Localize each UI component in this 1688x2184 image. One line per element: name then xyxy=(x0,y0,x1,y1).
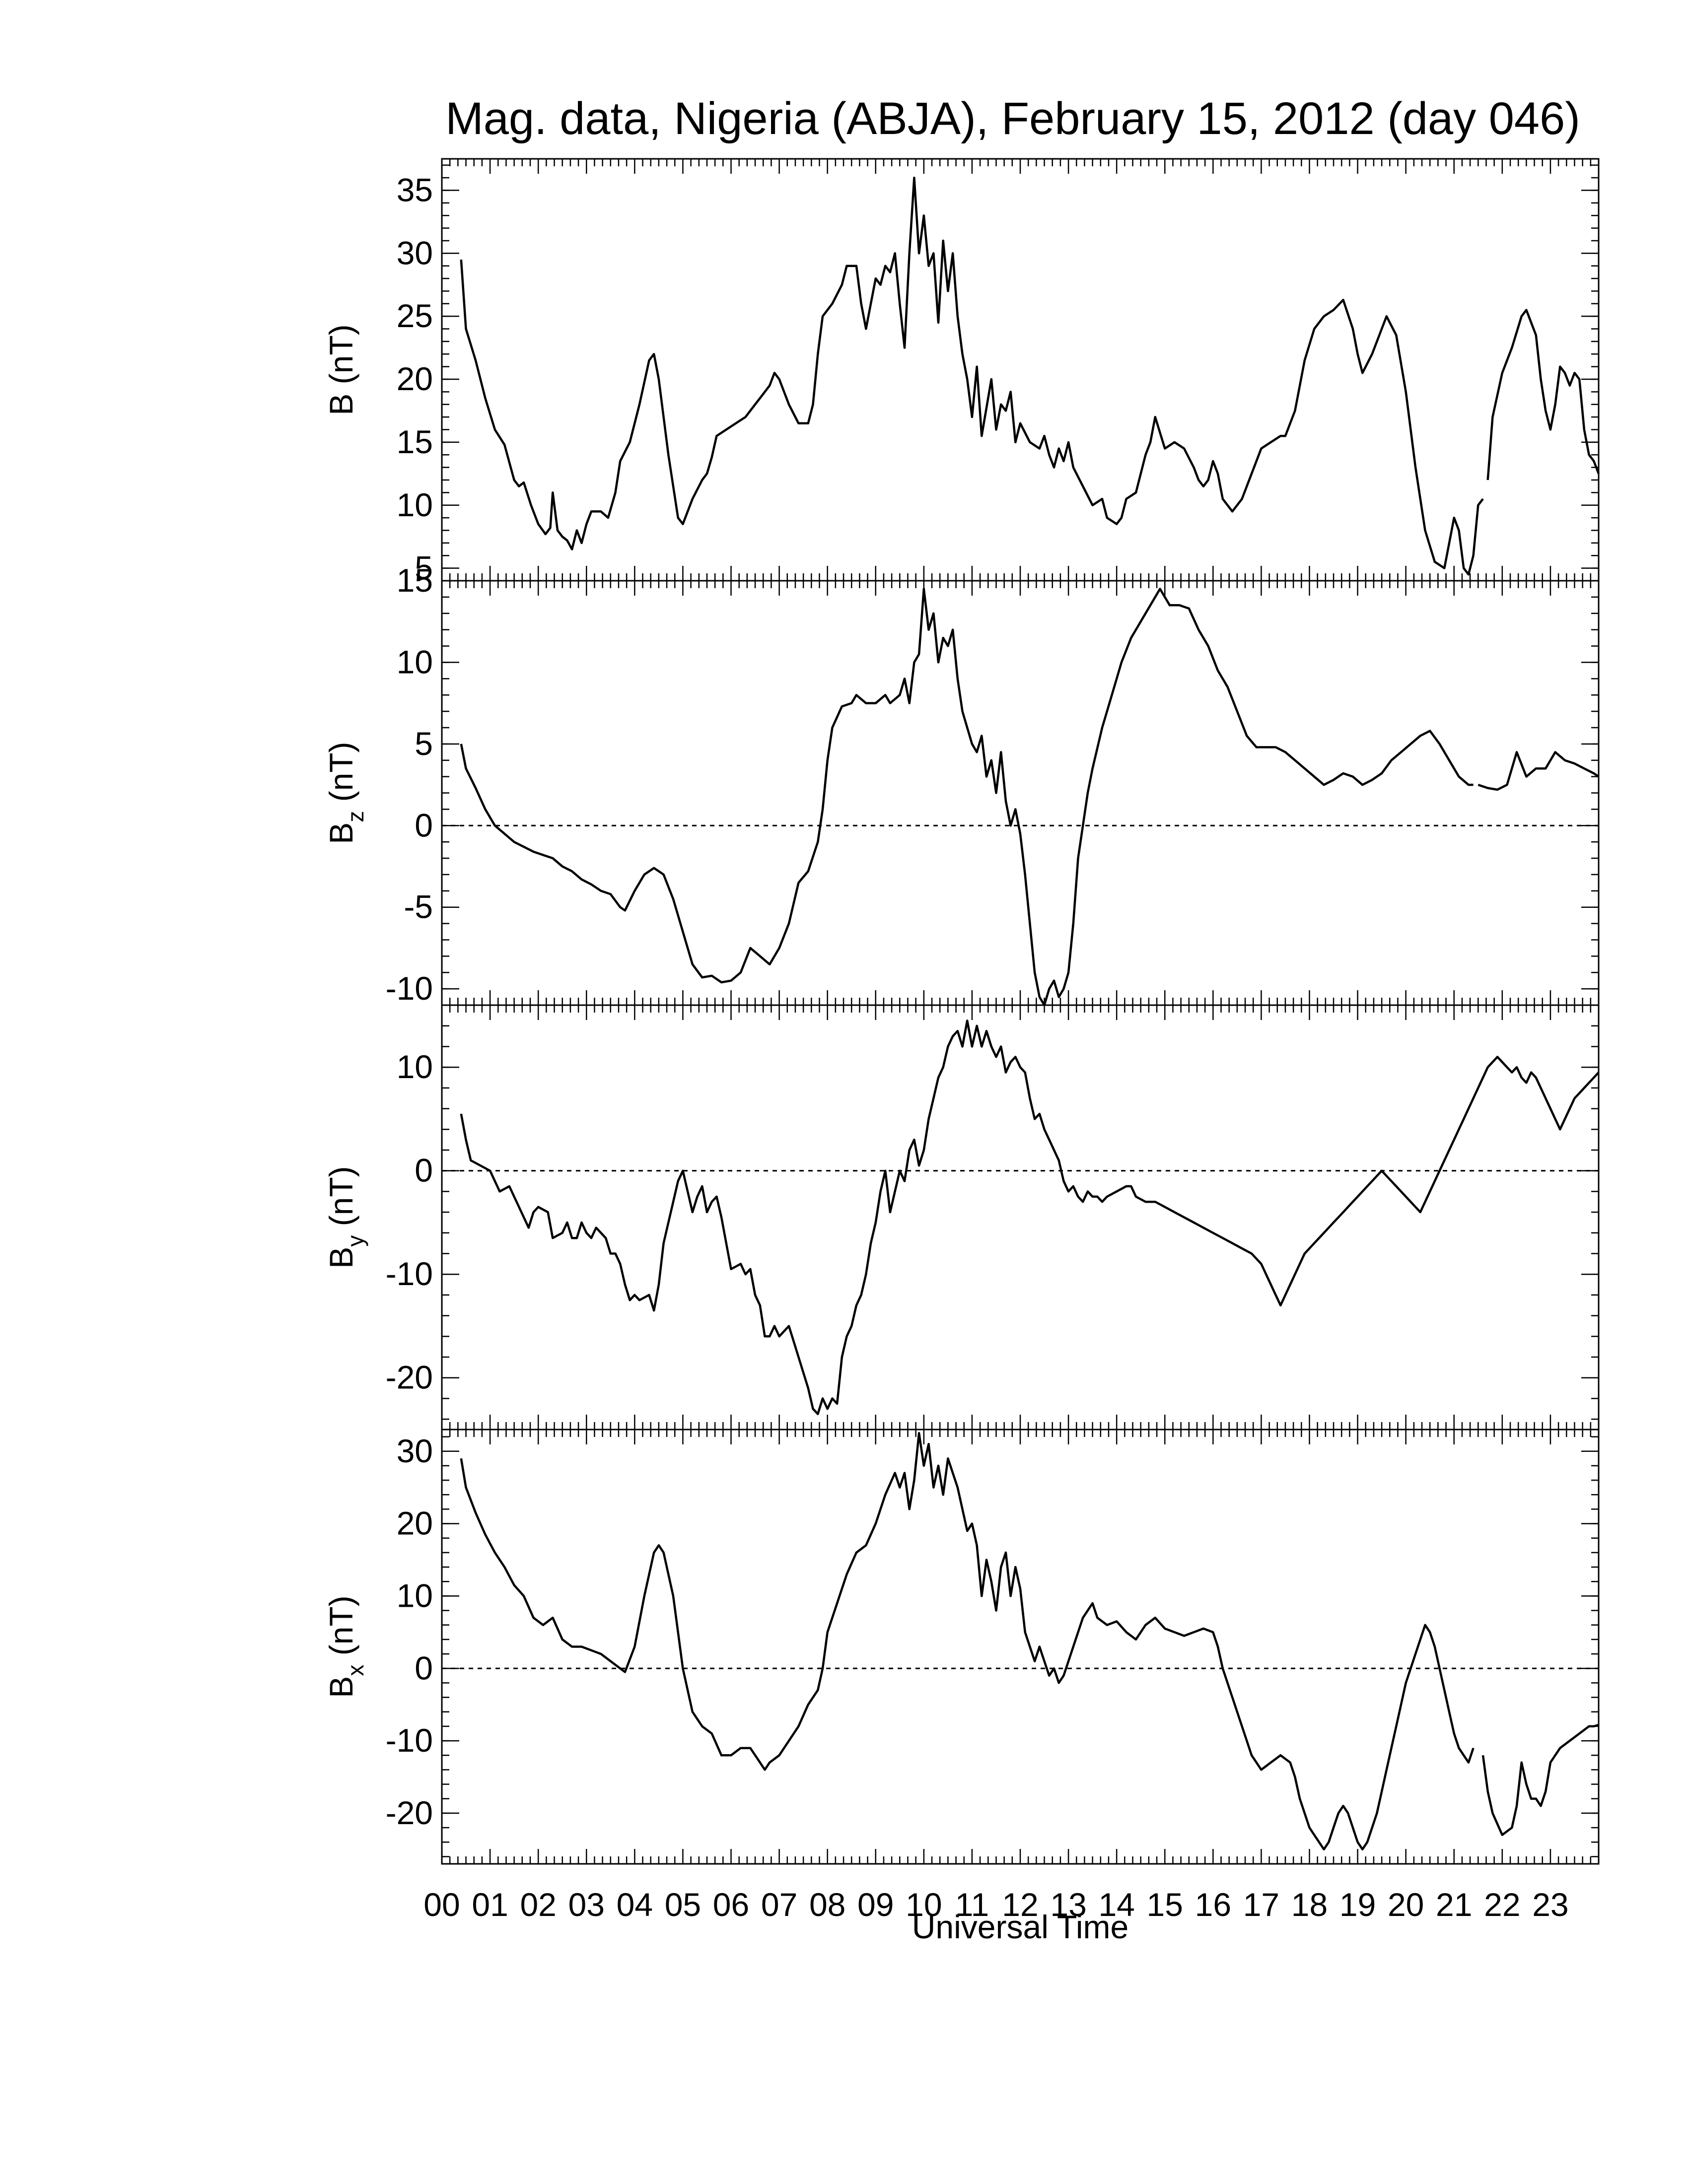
y-tick-label: -10 xyxy=(386,1255,433,1292)
x-tick-label: 16 xyxy=(1195,1886,1231,1923)
x-tick-label: 12 xyxy=(1002,1886,1038,1923)
y-axis-label: Bx (nT) xyxy=(323,1595,368,1698)
x-tick-label: 01 xyxy=(472,1886,508,1923)
y-tick-label: -20 xyxy=(386,1794,433,1831)
data-line xyxy=(1481,1723,1599,1836)
x-tick-label: 15 xyxy=(1147,1886,1183,1923)
panel-1: 5 10 15 20 25 30 35 B (nT) xyxy=(323,158,1600,586)
y-tick-label: 20 xyxy=(397,1505,433,1542)
data-line xyxy=(460,1432,1475,1851)
data-line xyxy=(1486,309,1600,480)
y-tick-label: -5 xyxy=(404,888,433,925)
x-tick-label: 14 xyxy=(1098,1886,1134,1923)
y-tick-label: 0 xyxy=(415,1649,433,1686)
x-axis: 00 01 02 03 04 05 06 07 08 09 10 11 12 13 14 15 16 17 18 19… xyxy=(423,1886,1568,1923)
panel-2: -10 -5 0 5 10 15 Bz (nT) xyxy=(323,562,1600,1007)
y-tick-label: 25 xyxy=(397,297,433,334)
chart-panels: 5 10 15 20 25 30 35 B (nT) -10 -5 0 5 10 15 Bz (nT) -20… xyxy=(323,158,1600,1865)
y-axis-label: By (nT) xyxy=(323,1166,368,1268)
data-line xyxy=(460,176,1484,576)
y-tick-label: 15 xyxy=(397,423,433,460)
y-tick-label: 10 xyxy=(397,643,433,680)
x-tick-label: 22 xyxy=(1484,1886,1520,1923)
y-tick-label: 10 xyxy=(397,1577,433,1614)
x-axis-title: Universal Time xyxy=(912,1909,1128,1945)
panel-4: -20 -10 0 10 20 30 Bx (nT) xyxy=(323,1429,1600,1865)
data-line xyxy=(1477,751,1600,791)
x-tick-label: 21 xyxy=(1436,1886,1472,1923)
y-axis-label: B (nT) xyxy=(323,324,359,415)
x-tick-label: 17 xyxy=(1243,1886,1279,1923)
x-tick-label: 10 xyxy=(906,1886,942,1923)
y-tick-label: -10 xyxy=(386,1722,433,1759)
x-tick-label: 05 xyxy=(665,1886,701,1923)
y-tick-label: 35 xyxy=(397,171,433,208)
y-tick-label: -10 xyxy=(386,970,433,1007)
x-tick-label: 20 xyxy=(1388,1886,1424,1923)
y-tick-label: 30 xyxy=(397,1433,433,1469)
y-tick-label: 0 xyxy=(415,807,433,843)
y-tick-label: 20 xyxy=(397,360,433,397)
x-tick-label: 18 xyxy=(1291,1886,1328,1923)
y-tick-label: 0 xyxy=(415,1152,433,1189)
x-tick-label: 03 xyxy=(568,1886,605,1923)
y-tick-label: 30 xyxy=(397,234,433,271)
x-tick-label: 08 xyxy=(809,1886,845,1923)
y-tick-label: 5 xyxy=(415,725,433,762)
x-tick-label: 06 xyxy=(713,1886,749,1923)
y-tick-label: 10 xyxy=(397,486,433,523)
data-line xyxy=(460,588,1474,1007)
y-tick-label: 10 xyxy=(397,1048,433,1085)
x-tick-label: 19 xyxy=(1339,1886,1376,1923)
y-tick-label: -20 xyxy=(386,1359,433,1396)
data-line xyxy=(460,1020,1600,1415)
x-tick-label: 09 xyxy=(857,1886,894,1923)
y-tick-label: 15 xyxy=(397,562,433,599)
x-tick-label: 00 xyxy=(423,1886,460,1923)
x-tick-label: 02 xyxy=(520,1886,556,1923)
x-tick-label: 07 xyxy=(761,1886,797,1923)
x-tick-label: 13 xyxy=(1050,1886,1086,1923)
chart-title: Mag. data, Nigeria (ABJA), February 15, … xyxy=(445,93,1580,144)
x-tick-label: 04 xyxy=(617,1886,653,1923)
x-tick-label: 11 xyxy=(955,1886,989,1923)
y-tick-label: 5 xyxy=(415,549,433,586)
y-axis-label: Bz (nT) xyxy=(323,742,368,844)
x-tick-label: 23 xyxy=(1532,1886,1568,1923)
panel-3: -20 -10 0 10 By (nT) xyxy=(323,1004,1600,1431)
